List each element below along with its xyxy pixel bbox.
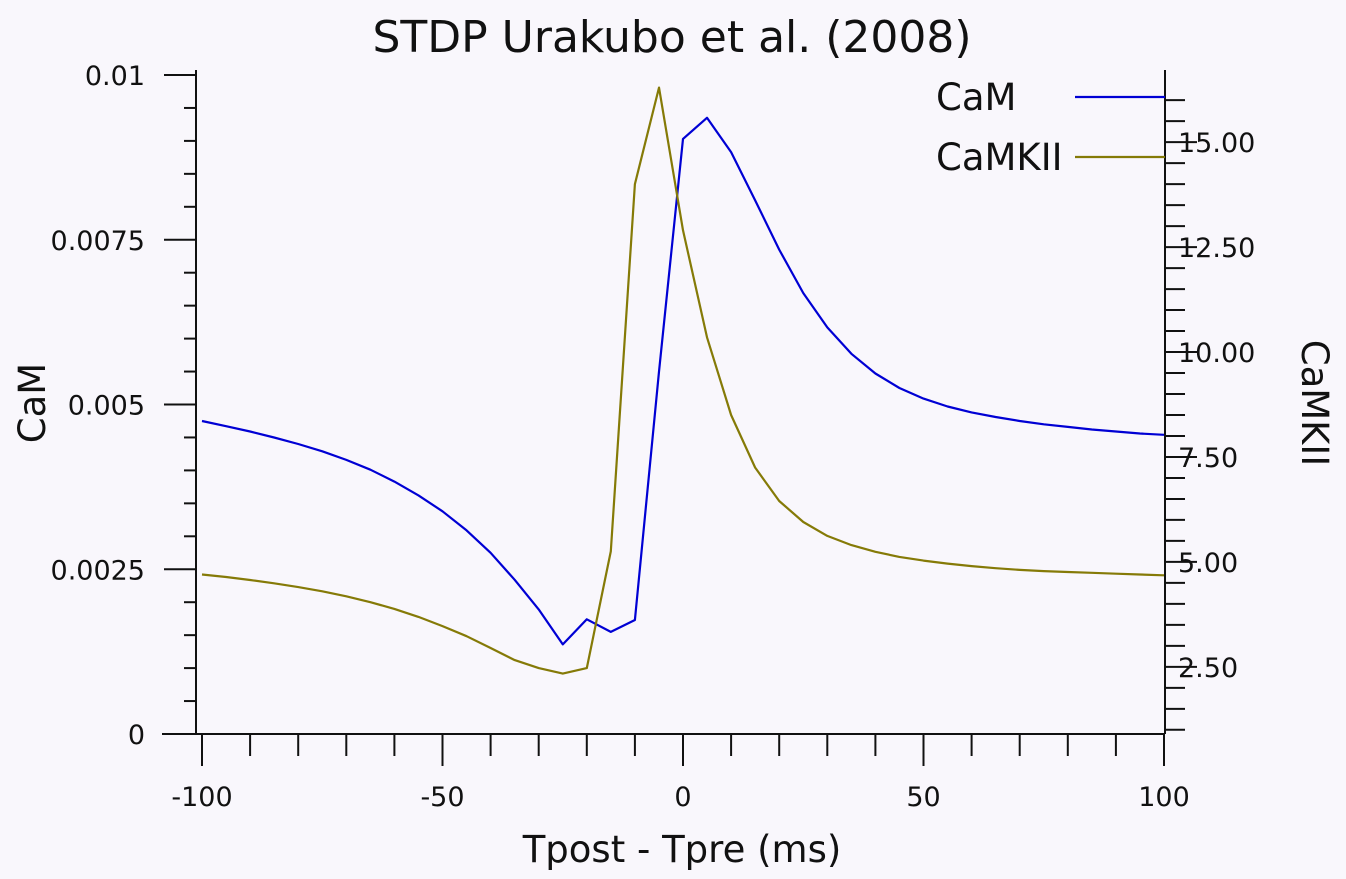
left-tick-label: 0.01 <box>85 61 145 92</box>
x-tick-label: -100 <box>171 782 232 813</box>
left-tick-label: 0.0025 <box>51 555 145 586</box>
right-y-axis: 2.50 5.00 7.50 10.00 12.50 15.00 <box>1164 70 1255 734</box>
x-tick-label: 0 <box>674 782 691 813</box>
series-line-camkii <box>201 86 1165 675</box>
right-tick-label: 5.00 <box>1178 548 1238 579</box>
right-tick-label: 2.50 <box>1178 653 1238 684</box>
right-tick-label: 15.00 <box>1178 128 1255 159</box>
right-y-axis-title: CaMKII <box>1293 340 1336 467</box>
plot-area <box>201 86 1165 675</box>
legend-label: CaM <box>936 76 1016 119</box>
right-tick-label: 12.50 <box>1178 233 1255 264</box>
right-tick-label: 7.50 <box>1178 443 1238 474</box>
x-tick-label: 100 <box>1138 782 1190 813</box>
chart-title: STDP Urakubo et al. (2008) <box>372 12 971 63</box>
left-y-axis-title: CaM <box>11 363 54 443</box>
x-tick-label: 50 <box>906 782 940 813</box>
x-axis-title: Tpost - Tpre (ms) <box>522 828 842 871</box>
legend-label: CaMKII <box>936 136 1063 179</box>
right-tick-label: 10.00 <box>1178 338 1255 369</box>
x-tick-label: -50 <box>420 782 464 813</box>
legend: CaM CaMKII <box>936 76 1165 179</box>
x-axis: -100 -50 0 50 100 <box>162 733 1190 813</box>
left-y-axis: 0 0.0025 0.005 0.0075 0.01 <box>51 61 197 751</box>
left-tick-label: 0.005 <box>68 391 145 422</box>
left-tick-label: 0.0075 <box>51 226 145 257</box>
series-line-cam <box>201 116 1165 646</box>
left-tick-label: 0 <box>128 720 145 751</box>
